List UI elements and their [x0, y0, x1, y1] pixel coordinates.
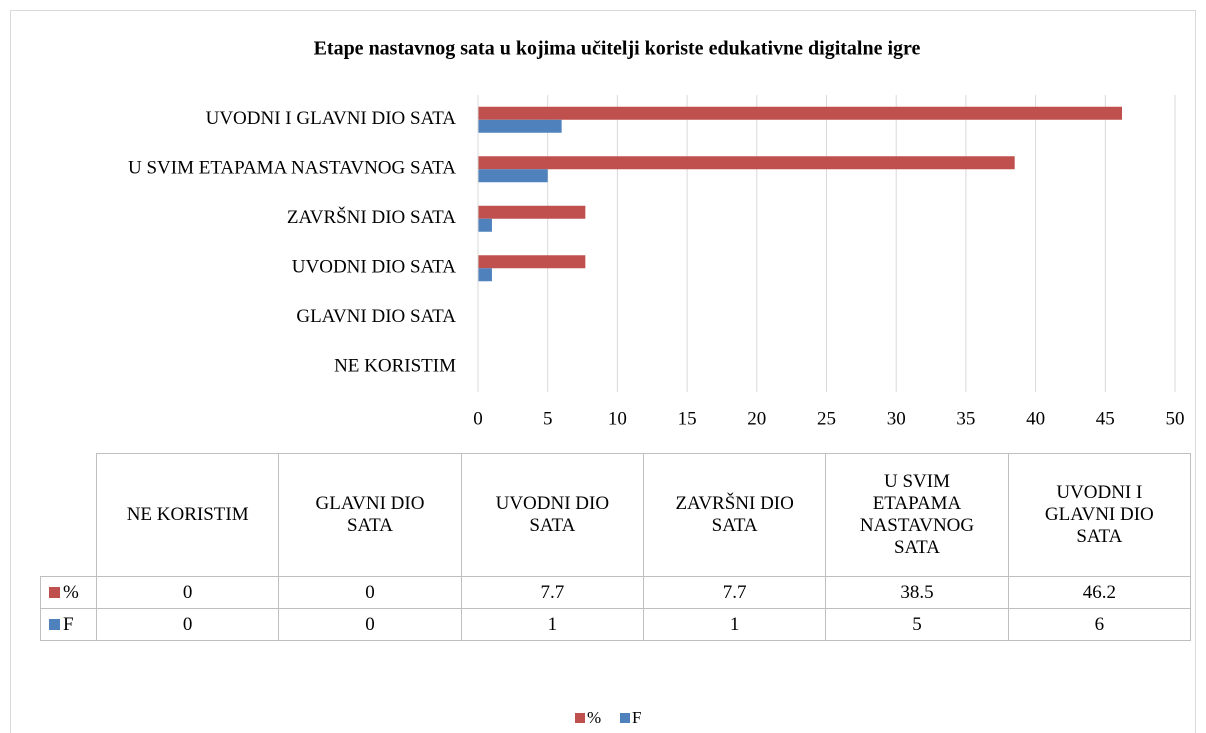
x-tick-label: 0 — [473, 408, 483, 429]
bar — [478, 218, 492, 232]
x-tick-label: 35 — [956, 408, 975, 429]
x-tick-label: 30 — [887, 408, 906, 429]
bar — [478, 156, 1015, 170]
x-tick-label: 45 — [1096, 408, 1115, 429]
y-tick-label: NE KORISTIM — [334, 356, 456, 377]
bar — [478, 106, 1123, 120]
bar — [478, 255, 586, 269]
x-tick-label: 10 — [608, 408, 627, 429]
y-tick-label: GLAVNI DIO SATA — [296, 306, 456, 327]
table-header: U SVIM ETAPAMA NASTAVNOG SATA — [825, 453, 1009, 577]
chart-title: Etape nastavnog sata u kojima učitelji k… — [314, 38, 921, 60]
chart-border — [10, 10, 1196, 733]
legend-swatch — [575, 713, 585, 723]
x-tick-label: 50 — [1166, 408, 1185, 429]
y-tick-label: U SVIM ETAPAMA NASTAVNOG SATA — [128, 158, 456, 179]
table-value: 38.5 — [825, 576, 1009, 609]
table-value: 0 — [278, 608, 462, 641]
bar — [478, 268, 492, 282]
x-tick-label: 5 — [543, 408, 553, 429]
table-value: 7.7 — [643, 576, 827, 609]
table-header: ZAVRŠNI DIO SATA — [643, 453, 827, 577]
table-value: 1 — [460, 608, 644, 641]
x-tick-label: 25 — [817, 408, 836, 429]
table-value: 0 — [96, 608, 280, 641]
table-series-name: F — [63, 613, 74, 635]
x-tick-label: 15 — [678, 408, 697, 429]
bar — [478, 205, 586, 219]
table-value: 0 — [96, 576, 280, 609]
y-tick-label: ZAVRŠNI DIO SATA — [287, 206, 456, 228]
y-tick-label: UVODNI I GLAVNI DIO SATA — [206, 108, 457, 129]
table-value: 7.7 — [460, 576, 644, 609]
legend-label: % — [587, 708, 601, 727]
table-header: UVODNI I GLAVNI DIO SATA — [1007, 453, 1191, 577]
y-tick-label: UVODNI DIO SATA — [292, 257, 456, 278]
table-header: GLAVNI DIO SATA — [278, 453, 462, 577]
legend-label: F — [632, 708, 641, 727]
table-series-label: % — [40, 576, 97, 609]
table-value: 1 — [643, 608, 827, 641]
bar — [478, 119, 562, 133]
legend-swatch — [49, 619, 60, 630]
legend-swatch — [49, 587, 60, 598]
table-value: 0 — [278, 576, 462, 609]
table-value: 5 — [825, 608, 1009, 641]
table-header: UVODNI DIO SATA — [460, 453, 644, 577]
table-series-label: F — [40, 608, 97, 641]
x-tick-label: 20 — [747, 408, 766, 429]
table-value: 46.2 — [1007, 576, 1191, 609]
table-header: NE KORISTIM — [96, 453, 280, 577]
x-tick-label: 40 — [1026, 408, 1045, 429]
table-series-name: % — [63, 581, 79, 603]
table-value: 6 — [1007, 608, 1191, 641]
legend-swatch — [620, 713, 630, 723]
bar — [478, 169, 548, 183]
